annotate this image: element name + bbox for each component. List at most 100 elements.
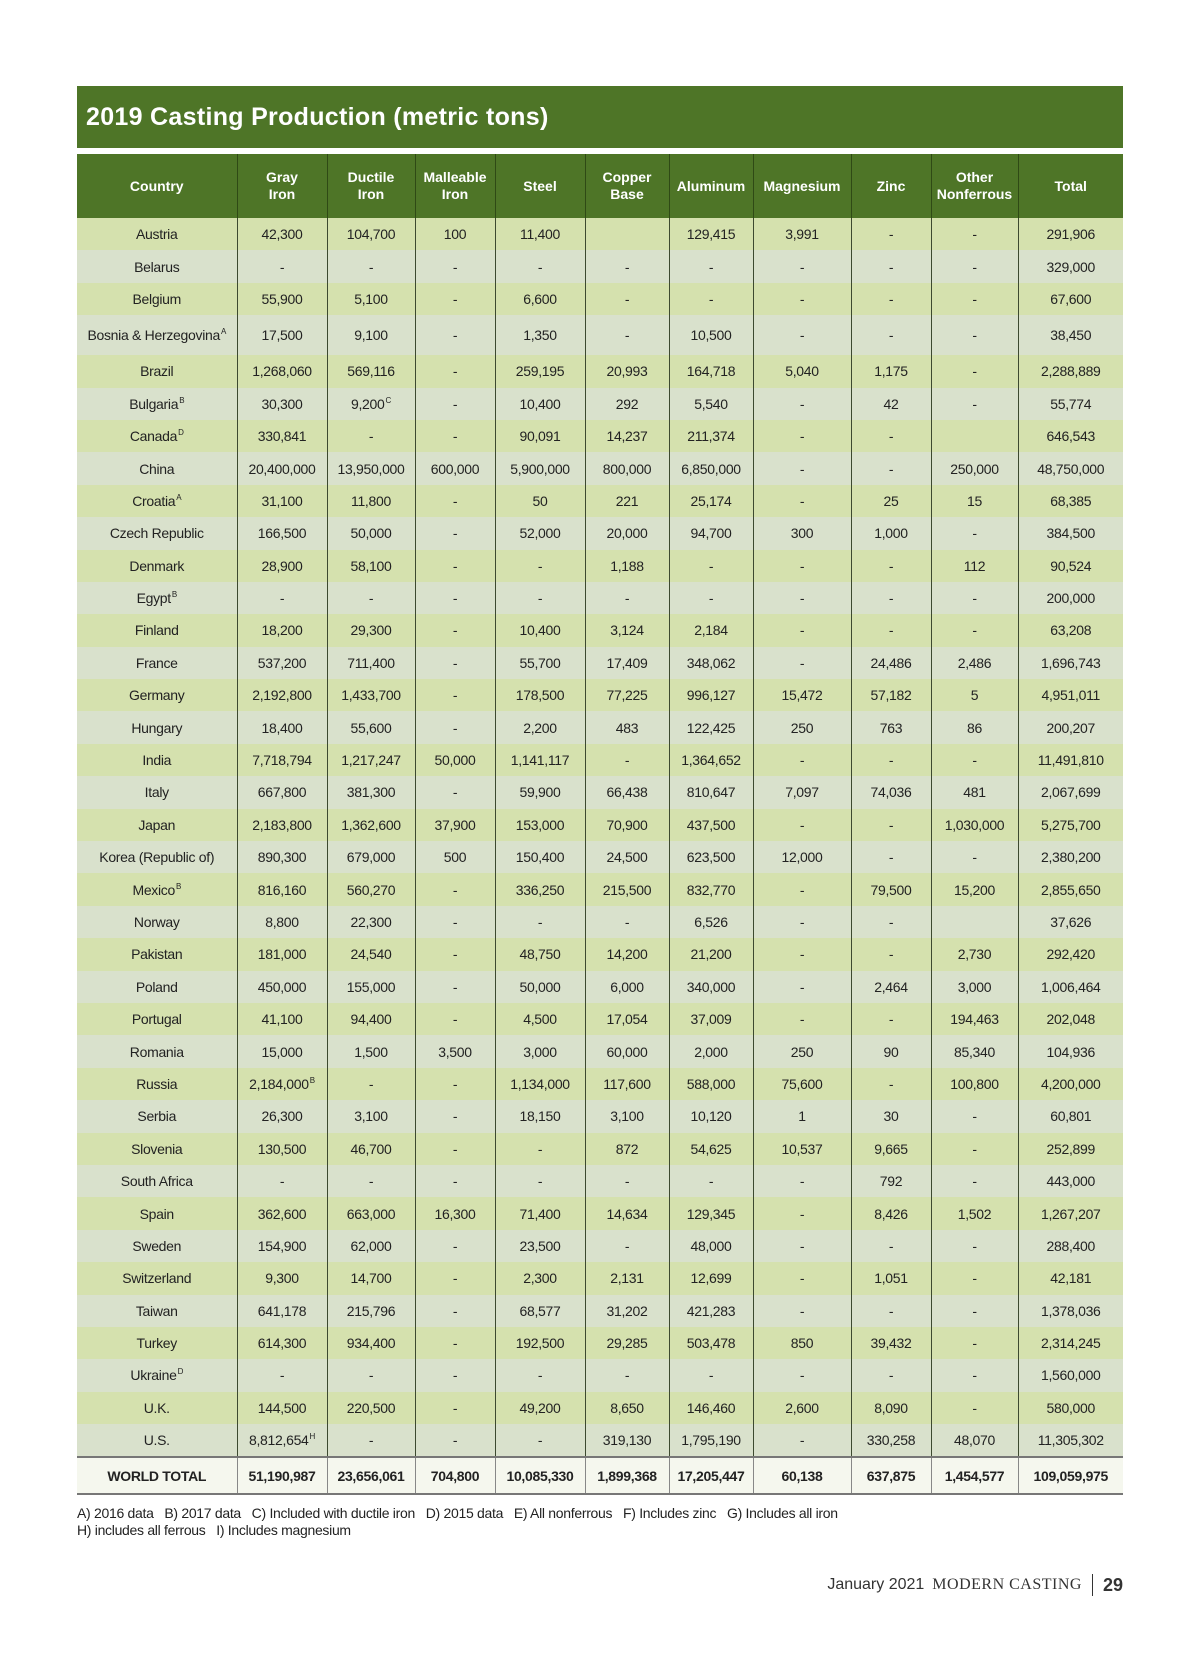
table-cell: - <box>668 549 753 582</box>
cell-value: 15,200 <box>953 881 996 898</box>
cell-value: 37,626 <box>1050 914 1092 930</box>
table-cell: 117,600 <box>584 1067 669 1101</box>
table-row: CanadaD 330,841 - - 90,091 14,237 211,374 - - 646… <box>77 419 1123 453</box>
table-cell: - <box>752 315 851 356</box>
table-cell: - <box>414 1164 495 1198</box>
cell-value: - <box>799 590 805 607</box>
footnotes: A) 2016 data B) 2017 data C) Included wi… <box>77 1505 838 1539</box>
cell-value: Finland <box>134 622 179 639</box>
table-cell: - <box>414 938 495 971</box>
cell-value: - <box>888 1075 894 1092</box>
cell-value: Turkey <box>136 1335 178 1352</box>
cell-value: 146,460 <box>686 1399 736 1416</box>
cell-value: 26,300 <box>261 1108 303 1125</box>
cell-value: Germany <box>129 687 185 704</box>
cell-value: - <box>972 258 977 275</box>
column-header: Country <box>77 154 237 218</box>
cell-value: 3,100 <box>610 1108 644 1125</box>
table-cell: 20,000 <box>584 517 669 550</box>
table-cell: 319,130 <box>584 1424 669 1458</box>
cell-value: 109,059,975 <box>1033 1467 1109 1484</box>
table-row: EgyptB - - - - - - - - - 200,000 <box>77 581 1123 615</box>
table-row: Korea (Republic of) 890,300 679,000 500 150,… <box>77 841 1123 874</box>
cell-value: - <box>799 752 805 769</box>
cell-value: 7,097 <box>785 784 819 801</box>
table-cell: 25 <box>850 484 931 518</box>
table-cell: 623,500 <box>668 841 753 874</box>
table-cell: 55,774 <box>1017 387 1123 420</box>
cell-value: 3,991 <box>785 226 819 243</box>
cell-value: - <box>888 460 894 477</box>
cell-value: 30 <box>883 1108 899 1125</box>
cell-value: - <box>888 946 894 963</box>
table-cell: 17,205,447 <box>668 1456 753 1496</box>
cell-value: 5,100 <box>354 290 388 307</box>
table-cell: 1,433,700 <box>326 679 415 712</box>
cell-value: - <box>624 1173 630 1190</box>
cell-value: 55,600 <box>350 719 392 736</box>
cell-value: 55,774 <box>1050 395 1092 412</box>
cell-value: Portugal <box>131 1011 182 1028</box>
cell-value: WORLD TOTAL <box>107 1467 207 1484</box>
cell-value: - <box>452 363 458 380</box>
table-cell: - <box>414 905 495 939</box>
table-cell: - <box>414 419 495 453</box>
table-cell: - <box>752 250 851 283</box>
cell-value: - <box>799 1237 805 1254</box>
table-cell: - <box>850 250 931 283</box>
cell-value: 5,040 <box>785 363 819 380</box>
cell-value: - <box>888 1237 894 1254</box>
cell-value: 77,225 <box>606 687 648 704</box>
cell-value: 580,000 <box>1046 1399 1095 1416</box>
country-cell: CanadaD <box>77 419 237 453</box>
table-cell: 2,730 <box>930 938 1018 971</box>
cell-value: 679,000 <box>346 849 396 866</box>
table-cell: 252,899 <box>1017 1132 1123 1165</box>
cell-value: - <box>972 1335 977 1352</box>
table-cell: 220,500 <box>326 1391 415 1425</box>
table-cell: - <box>414 282 495 316</box>
table-cell: 503,478 <box>668 1326 753 1360</box>
table-cell: 90,524 <box>1017 549 1123 582</box>
cell-value: 11,491,810 <box>1037 752 1104 769</box>
table-cell: 443,000 <box>1017 1164 1123 1198</box>
table-cell: - <box>930 355 1018 388</box>
cell-value: 104,700 <box>346 226 396 243</box>
cell-value: - <box>279 590 285 607</box>
cell-value: 288,400 <box>1046 1237 1095 1254</box>
table-cell: 2,380,200 <box>1017 841 1123 874</box>
cell-value: 637,875 <box>866 1467 916 1484</box>
cell-value: Poland <box>135 978 178 995</box>
cell-value: - <box>537 1140 543 1157</box>
table-cell: 2,067,699 <box>1017 776 1123 809</box>
table-cell: 1,502 <box>930 1197 1018 1230</box>
cell-value: Belgium <box>132 290 182 307</box>
country-cell: Germany <box>77 679 237 712</box>
table-cell: - <box>752 1229 851 1263</box>
table-cell: - <box>584 282 669 316</box>
country-cell: India <box>77 743 237 777</box>
country-cell: Turkey <box>77 1326 237 1360</box>
table-cell: - <box>752 1197 851 1230</box>
cell-value: 153,000 <box>515 816 565 833</box>
table-cell: 6,526 <box>668 905 753 939</box>
cell-value: 934,400 <box>346 1335 396 1352</box>
cell-value: - <box>452 1011 458 1028</box>
cell-value: 362,600 <box>257 1205 307 1222</box>
cell-value: 832,770 <box>686 881 736 898</box>
table-cell: 54,625 <box>668 1132 753 1165</box>
cell-value: 1,502 <box>957 1205 992 1222</box>
cell-value: 2,300 <box>523 1270 557 1287</box>
cell-value: 18,150 <box>519 1108 561 1125</box>
table-cell: - <box>850 743 931 777</box>
table-cell: - <box>850 315 931 356</box>
cell-value: 15,472 <box>781 687 823 704</box>
table-cell: - <box>236 1164 327 1198</box>
table-row: Russia 2,184,000B - - 1,134,000 117,600 588,00… <box>77 1067 1123 1101</box>
table-cell: 48,000 <box>668 1229 753 1263</box>
table-cell: 26,300 <box>236 1100 327 1133</box>
footnote-line: A) 2016 data B) 2017 data C) Included wi… <box>77 1505 838 1521</box>
table-row: Japan 2,183,800 1,362,600 37,900 153,000 70,9… <box>77 808 1123 842</box>
table-cell: 9,300 <box>236 1262 327 1295</box>
table-cell: 288,400 <box>1017 1229 1123 1263</box>
